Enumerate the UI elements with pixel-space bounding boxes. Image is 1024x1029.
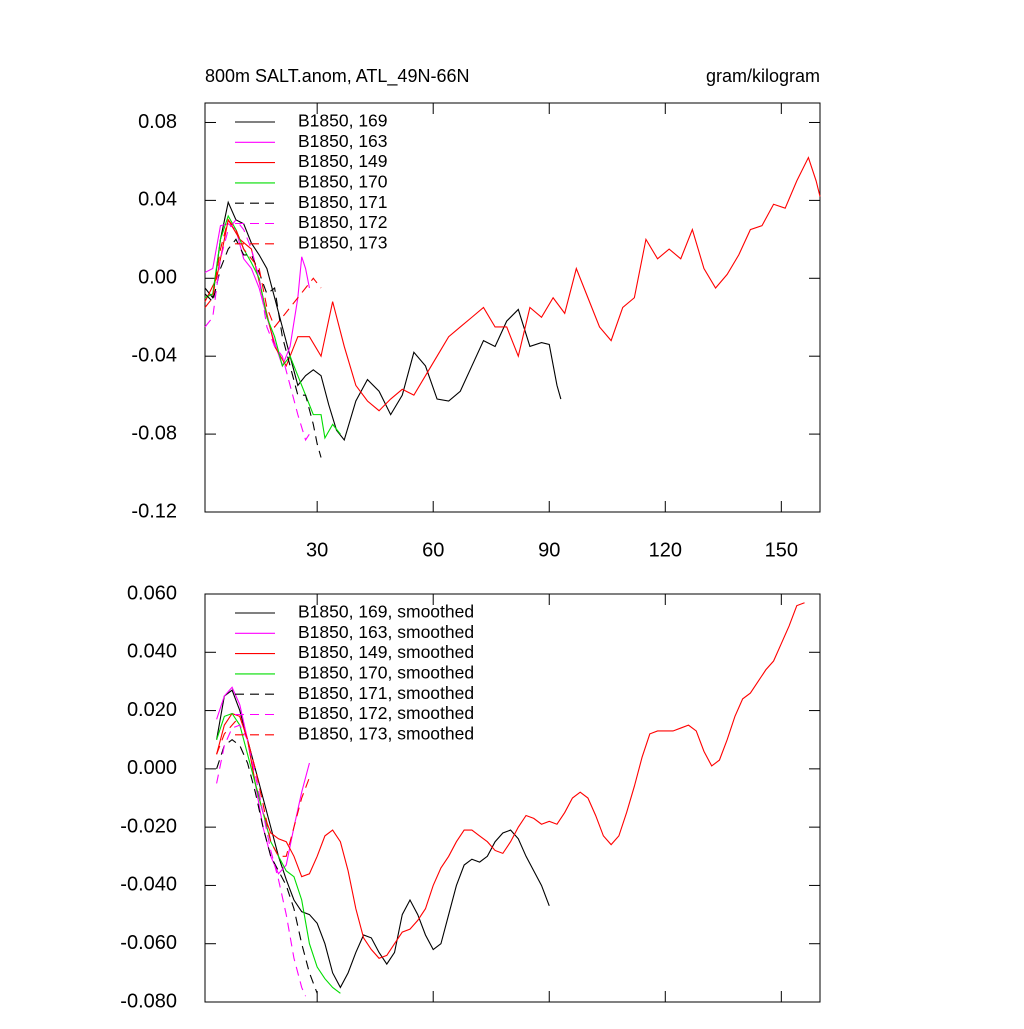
legend-label: B1850, 169, smoothed (298, 602, 474, 622)
series-line (204, 214, 341, 440)
y-tick-label: 0.060 (127, 582, 177, 604)
y-tick-label: -0.04 (131, 344, 177, 366)
y-tick-label: 0.00 (138, 267, 177, 289)
y-tick-label: -0.08 (131, 422, 177, 444)
y-tick-label: -0.12 (131, 500, 177, 522)
series-line (216, 689, 550, 989)
series-line (204, 223, 310, 368)
series-line (204, 218, 322, 329)
legend-label: B1850, 170 (298, 172, 388, 192)
x-tick-label: 150 (765, 539, 798, 561)
y-tick-label: 0.040 (127, 641, 177, 663)
legend-label: B1850, 149, smoothed (298, 642, 474, 662)
series-line (216, 739, 318, 994)
y-tick-label: -0.020 (120, 815, 177, 837)
legend-label: B1850, 163, smoothed (298, 622, 474, 642)
units-title: gram/kilogram (706, 66, 820, 86)
legend-label: B1850, 163 (298, 131, 388, 151)
legend-label: B1850, 169 (298, 111, 388, 131)
y-tick-label: -0.060 (120, 932, 177, 954)
x-tick-label: 90 (538, 539, 560, 561)
x-tick-label: 120 (649, 539, 682, 561)
series-line (204, 238, 322, 458)
y-tick-label: 0.000 (127, 757, 177, 779)
chart-title: 800m SALT.anom, ATL_49N-66N (205, 66, 469, 87)
legend-label: B1850, 170, smoothed (298, 663, 474, 683)
series-line (216, 715, 310, 857)
legend-label: B1850, 172, smoothed (298, 703, 474, 723)
plot-frame (204, 593, 821, 1003)
legend-label: B1850, 172 (298, 212, 388, 232)
series-line (216, 602, 805, 959)
y-tick-label: 0.08 (138, 111, 177, 133)
series-line (216, 724, 307, 997)
legend-label: B1850, 173 (298, 232, 388, 252)
y-tick-label: 0.020 (127, 699, 177, 721)
y-tick-label: -0.080 (120, 990, 177, 1012)
legend-label: B1850, 149 (298, 151, 388, 171)
x-tick-label: 60 (422, 539, 444, 561)
legend-label: B1850, 171 (298, 192, 388, 212)
x-tick-label: 30 (306, 539, 328, 561)
legend-label: B1850, 171, smoothed (298, 683, 474, 703)
series-line (216, 712, 341, 994)
series-line (204, 200, 562, 442)
y-tick-label: 0.04 (138, 189, 177, 211)
series-line (204, 156, 821, 412)
series-line (204, 218, 310, 442)
y-tick-label: -0.040 (120, 874, 177, 896)
legend-label: B1850, 173, smoothed (298, 723, 474, 743)
